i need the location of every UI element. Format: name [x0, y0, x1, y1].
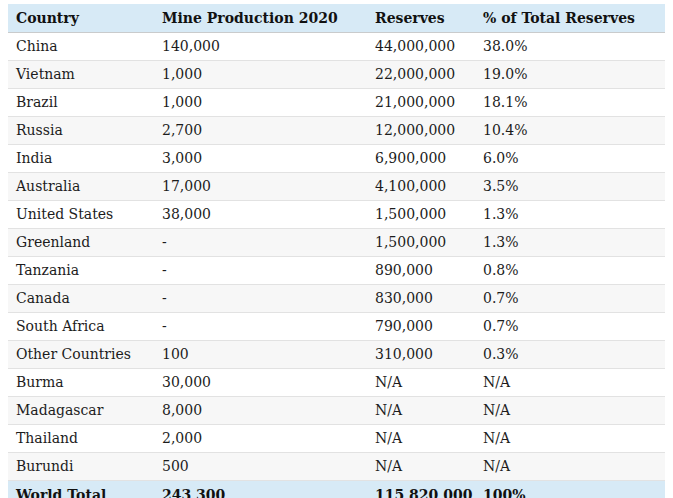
production-cell: 2,000: [154, 425, 367, 453]
country-cell: Madagascar: [8, 397, 154, 425]
total-row: World Total 243,300 115,820,000 100%: [8, 481, 665, 498]
production-cell: 1,000: [154, 61, 367, 89]
reserves-cell: N/A: [367, 425, 475, 453]
column-header-country: Country: [8, 4, 154, 33]
production-cell: -: [154, 257, 367, 285]
table-row: Brazil 1,000 21,000,000 18.1%: [8, 89, 665, 117]
reserves-cell: N/A: [367, 453, 475, 481]
country-cell: India: [8, 145, 154, 173]
reserves-cell: 1,500,000: [367, 201, 475, 229]
reserves-cell: 22,000,000: [367, 61, 475, 89]
table-row: Burundi 500 N/A N/A: [8, 453, 665, 481]
table-row: Vietnam 1,000 22,000,000 19.0%: [8, 61, 665, 89]
header-row: Country Mine Production 2020 Reserves % …: [8, 4, 665, 33]
table-row: Greenland - 1,500,000 1.3%: [8, 229, 665, 257]
reserves-cell: N/A: [367, 369, 475, 397]
country-cell: Russia: [8, 117, 154, 145]
production-cell: -: [154, 229, 367, 257]
country-cell: Other Countries: [8, 341, 154, 369]
production-cell: 2,700: [154, 117, 367, 145]
table-row: Burma 30,000 N/A N/A: [8, 369, 665, 397]
table-row: Other Countries 100 310,000 0.3%: [8, 341, 665, 369]
pct-cell: 0.7%: [475, 285, 665, 313]
production-cell: 30,000: [154, 369, 367, 397]
country-cell: Canada: [8, 285, 154, 313]
pct-cell: 6.0%: [475, 145, 665, 173]
total-country-cell: World Total: [8, 481, 154, 498]
table-footer: World Total 243,300 115,820,000 100%: [8, 481, 665, 498]
country-cell: Australia: [8, 173, 154, 201]
reserves-cell: 6,900,000: [367, 145, 475, 173]
column-header-reserves: Reserves: [367, 4, 475, 33]
column-header-pct: % of Total Reserves: [475, 4, 665, 33]
production-cell: 140,000: [154, 33, 367, 61]
table-row: Tanzania - 890,000 0.8%: [8, 257, 665, 285]
pct-cell: 0.8%: [475, 257, 665, 285]
pct-cell: 1.3%: [475, 229, 665, 257]
pct-cell: 18.1%: [475, 89, 665, 117]
reserves-cell: N/A: [367, 397, 475, 425]
country-cell: United States: [8, 201, 154, 229]
pct-cell: N/A: [475, 425, 665, 453]
country-cell: Burma: [8, 369, 154, 397]
reserves-cell: 21,000,000: [367, 89, 475, 117]
reserves-cell: 310,000: [367, 341, 475, 369]
production-cell: 100: [154, 341, 367, 369]
production-cell: 1,000: [154, 89, 367, 117]
table-row: South Africa - 790,000 0.7%: [8, 313, 665, 341]
table-row: China 140,000 44,000,000 38.0%: [8, 33, 665, 61]
reserves-cell: 4,100,000: [367, 173, 475, 201]
table-row: Australia 17,000 4,100,000 3.5%: [8, 173, 665, 201]
reserves-cell: 890,000: [367, 257, 475, 285]
table-row: United States 38,000 1,500,000 1.3%: [8, 201, 665, 229]
production-cell: 8,000: [154, 397, 367, 425]
production-cell: 17,000: [154, 173, 367, 201]
reserves-cell: 1,500,000: [367, 229, 475, 257]
reserves-cell: 12,000,000: [367, 117, 475, 145]
rare-earth-reserves-table: Country Mine Production 2020 Reserves % …: [8, 4, 665, 498]
table-row: India 3,000 6,900,000 6.0%: [8, 145, 665, 173]
table-row: Russia 2,700 12,000,000 10.4%: [8, 117, 665, 145]
pct-cell: 10.4%: [475, 117, 665, 145]
pct-cell: N/A: [475, 369, 665, 397]
total-pct-cell: 100%: [475, 481, 665, 498]
table-body: China 140,000 44,000,000 38.0% Vietnam 1…: [8, 33, 665, 481]
production-cell: -: [154, 285, 367, 313]
pct-cell: 0.3%: [475, 341, 665, 369]
reserves-cell: 790,000: [367, 313, 475, 341]
country-cell: Thailand: [8, 425, 154, 453]
pct-cell: 38.0%: [475, 33, 665, 61]
pct-cell: 3.5%: [475, 173, 665, 201]
column-header-production: Mine Production 2020: [154, 4, 367, 33]
country-cell: Brazil: [8, 89, 154, 117]
table-header: Country Mine Production 2020 Reserves % …: [8, 4, 665, 33]
total-reserves-cell: 115,820,000: [367, 481, 475, 498]
production-cell: 3,000: [154, 145, 367, 173]
page: Country Mine Production 2020 Reserves % …: [0, 0, 673, 498]
pct-cell: 1.3%: [475, 201, 665, 229]
country-cell: Tanzania: [8, 257, 154, 285]
pct-cell: 19.0%: [475, 61, 665, 89]
country-cell: Burundi: [8, 453, 154, 481]
reserves-cell: 44,000,000: [367, 33, 475, 61]
country-cell: Greenland: [8, 229, 154, 257]
pct-cell: 0.7%: [475, 313, 665, 341]
table-row: Canada - 830,000 0.7%: [8, 285, 665, 313]
country-cell: South Africa: [8, 313, 154, 341]
pct-cell: N/A: [475, 453, 665, 481]
table-row: Thailand 2,000 N/A N/A: [8, 425, 665, 453]
production-cell: 500: [154, 453, 367, 481]
total-production-cell: 243,300: [154, 481, 367, 498]
table-row: Madagascar 8,000 N/A N/A: [8, 397, 665, 425]
production-cell: 38,000: [154, 201, 367, 229]
country-cell: Vietnam: [8, 61, 154, 89]
country-cell: China: [8, 33, 154, 61]
production-cell: -: [154, 313, 367, 341]
reserves-cell: 830,000: [367, 285, 475, 313]
pct-cell: N/A: [475, 397, 665, 425]
